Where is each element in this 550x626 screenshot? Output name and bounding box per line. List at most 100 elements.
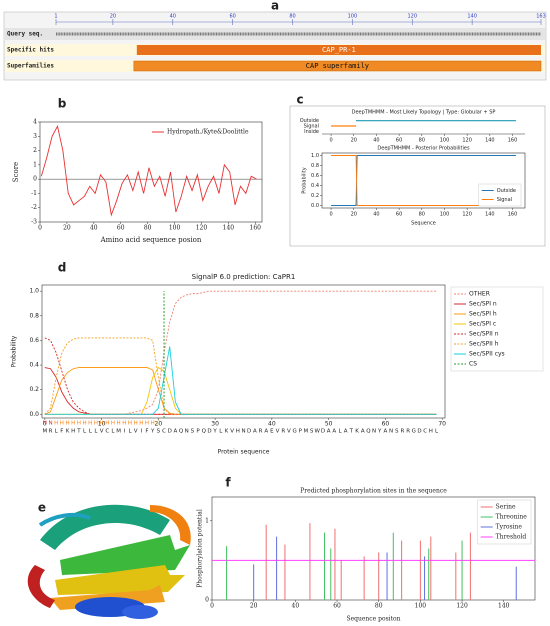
y-tick-label: Signal — [304, 124, 319, 130]
y-tick-label: 0.4 — [29, 362, 39, 369]
region-label: H — [128, 421, 132, 427]
region-label: H — [151, 421, 155, 427]
legend-box — [478, 183, 522, 207]
legend-label: Hydropath./Kyte&Doolittle — [167, 129, 249, 136]
x-tick-label: 20 — [351, 212, 357, 218]
domain-label: CAP_PR-1 — [322, 46, 356, 54]
legend-label: Tyrosine — [496, 524, 523, 531]
sequence-letter: T — [349, 429, 354, 435]
y-tick-label: 0.6 — [29, 337, 39, 344]
x-tick-label: 0 — [38, 225, 42, 232]
sequence-letter: Q — [202, 429, 207, 435]
sequence-letter: K — [355, 429, 359, 435]
sequence-letter: A — [384, 429, 388, 435]
row-label: Superfamilies — [7, 63, 54, 70]
sequence-letter: S — [191, 429, 195, 435]
ribbon — [60, 535, 190, 575]
y-tick-label: 0.2 — [311, 193, 319, 199]
x-tick-label: 140 — [498, 603, 510, 610]
region-label: H — [88, 421, 92, 427]
legend-label: Sec/SPI h — [469, 311, 497, 318]
y-tick-label: 0.0 — [311, 203, 319, 209]
x-axis-label: Sequence positon — [347, 616, 401, 623]
sequence-letter: D — [417, 429, 421, 435]
plot-frame — [211, 496, 536, 601]
sequence-letter: R — [401, 429, 405, 435]
x-tick-label: 40 — [292, 603, 300, 610]
sequence-letter: S — [395, 429, 399, 435]
sequence-letter: K — [225, 429, 229, 435]
panel-label: e — [38, 501, 46, 515]
ruler-label: 100 — [348, 14, 358, 20]
x-tick-label: 80 — [144, 225, 152, 232]
series-line — [44, 290, 437, 415]
x-tick-label: 0 — [43, 421, 47, 428]
x-tick-label: 120 — [462, 212, 472, 218]
sequence-letter: G — [292, 429, 296, 435]
region-label: H — [139, 421, 143, 427]
x-tick-label: 40 — [268, 421, 276, 428]
sequence-letter: A — [332, 429, 336, 435]
sequence-letter: A — [264, 429, 268, 435]
y-tick-label: 3 — [33, 133, 37, 140]
sequence-letter: I — [141, 429, 143, 435]
sequence-letter: H — [236, 429, 240, 435]
y-axis-label: Probability — [302, 167, 308, 193]
sequence-letter: S — [310, 429, 314, 435]
plot-frame — [39, 121, 263, 223]
sequence-letter: H — [429, 429, 433, 435]
sequence-letter: T — [76, 429, 81, 435]
ruler-label: 120 — [407, 14, 417, 20]
x-tick-label: 50 — [325, 421, 333, 428]
sequence-letter: I — [123, 429, 125, 435]
sequence-letter: L — [89, 429, 93, 435]
x-tick-label: 100 — [415, 603, 427, 610]
sequence-letter: Q — [179, 429, 184, 435]
ruler-label: 60 — [229, 14, 235, 20]
sequence-letter: D — [321, 429, 325, 435]
x-tick-label: 60 — [396, 138, 402, 144]
sequence-letter: F — [60, 429, 63, 435]
x-tick-label: 120 — [456, 603, 468, 610]
y-tick-label: 0 — [205, 597, 209, 604]
sequence-letter: D — [207, 429, 211, 435]
sequence-letter: R — [259, 429, 263, 435]
y-tick-label: 1.0 — [29, 288, 39, 295]
region-label: N — [43, 421, 47, 427]
x-tick-label: 70 — [438, 421, 446, 428]
sequence-letter: C — [105, 429, 109, 435]
y-tick-label: 0.4 — [311, 183, 319, 189]
x-tick-label: 60 — [333, 603, 341, 610]
x-tick-label: 60 — [117, 225, 125, 232]
x-axis-label: Sequence — [411, 221, 436, 227]
sequence-letter: A — [327, 429, 331, 435]
row-label: Query seq. — [7, 31, 43, 38]
legend-label: Sec/SPII h — [469, 341, 499, 348]
x-tick-label: 120 — [462, 138, 472, 144]
legend-label: Sec/SPII cys — [469, 351, 505, 358]
sequence-letter: L — [338, 429, 342, 435]
x-tick-label: 20 — [63, 225, 71, 232]
legend-box — [149, 125, 258, 139]
region-label: H — [60, 421, 64, 427]
sequence-letter: P — [299, 429, 303, 435]
panel-label: c — [296, 93, 303, 107]
y-tick-label: Outside — [300, 118, 319, 124]
series-line — [40, 125, 257, 217]
y-tick-label: 1 — [205, 517, 209, 524]
x-tick-label: 80 — [375, 603, 383, 610]
helix — [27, 565, 55, 608]
sequence-letter: A — [344, 429, 348, 435]
x-tick-label: 20 — [155, 421, 163, 428]
x-tick-label: 100 — [440, 212, 450, 218]
sequence-letter: P — [196, 429, 200, 435]
sequence-letter: L — [111, 429, 115, 435]
region-label: H — [105, 421, 109, 427]
sequence-letter: S — [157, 429, 161, 435]
domain-bar — [136, 45, 542, 55]
ribbon — [150, 505, 191, 545]
region-label: H — [54, 421, 58, 427]
panel-label: b — [58, 97, 67, 111]
region-label: H — [122, 421, 126, 427]
sequence-letter: H — [71, 429, 75, 435]
